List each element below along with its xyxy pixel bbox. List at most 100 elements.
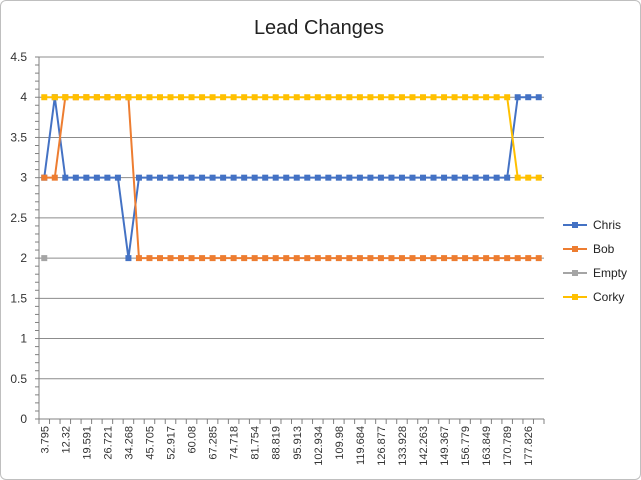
- data-point: [93, 94, 100, 101]
- data-point: [420, 255, 427, 262]
- data-point: [504, 255, 511, 262]
- data-point: [462, 174, 469, 181]
- data-point: [409, 94, 416, 101]
- x-tick-label: 45.705: [144, 426, 156, 460]
- legend-swatch-marker: [572, 246, 578, 252]
- axes: 0 0.5 1 1.5 2 2.5 3 3.5 4 4.5 3.795 12.32 19.591 26.7…: [10, 50, 545, 466]
- data-point: [83, 94, 90, 101]
- legend-label: Corky: [593, 290, 624, 304]
- data-point: [398, 174, 405, 181]
- data-point: [483, 174, 490, 181]
- data-point: [283, 174, 290, 181]
- series-empty: [41, 255, 48, 262]
- data-point: [220, 255, 227, 262]
- data-point: [525, 255, 532, 262]
- data-point: [146, 174, 153, 181]
- y-tick-label: 1.5: [10, 291, 27, 305]
- data-point: [335, 255, 342, 262]
- data-point: [209, 255, 216, 262]
- data-point: [388, 94, 395, 101]
- data-point: [504, 174, 511, 181]
- data-point: [230, 255, 237, 262]
- data-point: [441, 255, 448, 262]
- data-point: [104, 174, 111, 181]
- series-layer: [41, 94, 542, 262]
- data-point: [125, 94, 132, 101]
- data-point: [178, 174, 185, 181]
- data-point: [367, 174, 374, 181]
- data-point: [388, 174, 395, 181]
- x-tick-label: 102.934: [313, 426, 325, 466]
- data-point: [199, 255, 206, 262]
- data-point: [199, 94, 206, 101]
- data-point: [535, 94, 542, 101]
- y-tick-label: 2.5: [10, 211, 27, 225]
- data-point: [367, 94, 374, 101]
- x-tick-label: 109.98: [334, 426, 346, 460]
- data-point: [230, 174, 237, 181]
- series-chris: [41, 94, 542, 262]
- data-point: [293, 94, 300, 101]
- x-tick-label: 177.826: [523, 426, 535, 466]
- y-tick-label: 1: [20, 332, 27, 346]
- data-point: [441, 94, 448, 101]
- data-point: [335, 94, 342, 101]
- data-point: [293, 255, 300, 262]
- legend-item-bob: Bob: [563, 242, 615, 256]
- data-point: [472, 94, 479, 101]
- data-point: [325, 255, 332, 262]
- y-tick-label: 3.5: [10, 130, 27, 144]
- data-point: [462, 255, 469, 262]
- data-point: [272, 255, 279, 262]
- data-point: [241, 255, 248, 262]
- data-point: [62, 94, 69, 101]
- data-point: [535, 174, 542, 181]
- data-point: [504, 94, 511, 101]
- data-point: [262, 255, 269, 262]
- data-point: [230, 94, 237, 101]
- data-point: [367, 255, 374, 262]
- y-tick-label: 0.5: [10, 372, 27, 386]
- data-point: [125, 255, 132, 262]
- data-point: [377, 94, 384, 101]
- data-point: [167, 94, 174, 101]
- data-point: [83, 174, 90, 181]
- data-point: [146, 94, 153, 101]
- data-point: [398, 255, 405, 262]
- data-point: [51, 94, 58, 101]
- data-point: [409, 174, 416, 181]
- x-tick-label: 52.917: [166, 426, 178, 460]
- data-point: [178, 94, 185, 101]
- legend-swatch-marker: [572, 222, 578, 228]
- x-tick-label: 12.32: [60, 426, 72, 454]
- chart-title: Lead Changes: [254, 17, 384, 39]
- data-point: [451, 255, 458, 262]
- legend-label: Chris: [593, 218, 621, 232]
- data-point: [188, 174, 195, 181]
- data-point: [41, 94, 48, 101]
- x-tick-label: 81.754: [250, 426, 262, 460]
- legend-label: Empty: [593, 266, 627, 280]
- data-point: [178, 255, 185, 262]
- x-tick-label: 133.928: [397, 426, 409, 466]
- data-point: [304, 94, 311, 101]
- data-point: [483, 255, 490, 262]
- data-point: [241, 174, 248, 181]
- data-point: [51, 174, 58, 181]
- data-point: [104, 94, 111, 101]
- data-point: [325, 174, 332, 181]
- data-point: [493, 174, 500, 181]
- y-tick-label: 3: [20, 171, 27, 185]
- x-tick-label: 142.263: [418, 426, 430, 466]
- legend: Chris Bob Empty Corky: [563, 218, 627, 304]
- x-tick-label: 74.718: [229, 426, 241, 460]
- data-point: [514, 174, 521, 181]
- data-point: [304, 255, 311, 262]
- data-point: [514, 255, 521, 262]
- x-tick-label: 3.795: [39, 426, 51, 454]
- data-point: [451, 94, 458, 101]
- data-point: [262, 174, 269, 181]
- data-point: [356, 94, 363, 101]
- x-tick-label: 126.877: [376, 426, 388, 466]
